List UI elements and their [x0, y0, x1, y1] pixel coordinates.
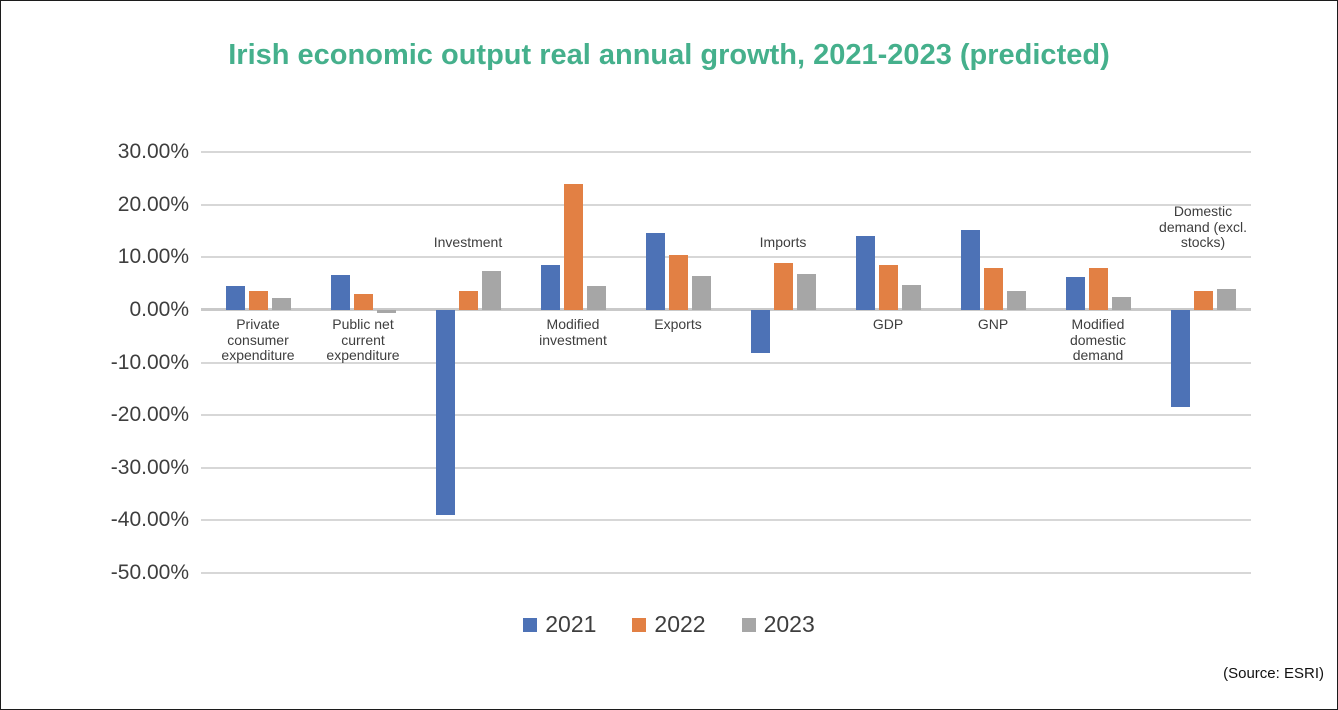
gridline--20.00% [201, 414, 1251, 417]
zero-axis-line [201, 308, 1251, 312]
source-note: (Source: ESRI) [1223, 665, 1324, 682]
gridline-20.00% [201, 203, 1251, 206]
category-label-exports: Exports [654, 315, 702, 332]
bar-2021-exports [645, 233, 665, 310]
legend-item-2021: 2021 [523, 611, 596, 638]
bar-2021-public-net-current-expenditure [330, 275, 350, 310]
bar-2022-modified-domestic-demand [1088, 267, 1108, 310]
bar-2023-private-consumer-expenditure [271, 297, 291, 310]
category-label-investment: Investment [433, 234, 503, 251]
bar-2021-private-consumer-expenditure [225, 285, 245, 310]
category-label-gnp: GNP [977, 315, 1009, 332]
bar-2022-domestic-demand-excl-stocks [1193, 291, 1213, 310]
legend-item-2023: 2023 [741, 611, 815, 638]
bar-2023-domestic-demand-excl-stocks [1216, 288, 1236, 310]
ytick-label--50.00%: -50.00% [110, 561, 189, 584]
bar-2022-gnp [983, 267, 1003, 310]
bar-2021-gnp [960, 229, 980, 310]
category-label-gdp: GDP [872, 315, 904, 332]
legend-swatch-2021 [523, 617, 538, 632]
ytick-label--20.00%: -20.00% [110, 403, 189, 427]
bar-2021-domestic-demand-excl-stocks [1170, 309, 1190, 408]
bar-2021-investment [435, 309, 455, 516]
bar-2021-modified-investment [540, 265, 560, 310]
ytick-label-10.00%: 10.00% [117, 245, 189, 269]
ytick-label--30.00%: -30.00% [110, 455, 189, 479]
category-label-domestic-demand-excl-stocks: Domestic demand (excl. stocks) [1159, 202, 1247, 251]
category-label-modified-domestic-demand: Modified domestic demand [1069, 315, 1127, 364]
bar-2023-gnp [1006, 290, 1026, 310]
bar-2023-public-net-current-expenditure [376, 309, 396, 313]
bar-2021-gdp [855, 235, 875, 310]
bar-2022-private-consumer-expenditure [248, 291, 268, 310]
bar-2021-modified-domestic-demand [1065, 276, 1085, 310]
bar-2023-exports [691, 275, 711, 310]
legend-label-2022: 2022 [654, 611, 706, 637]
bar-2022-imports [773, 262, 793, 310]
legend-swatch-2023 [741, 617, 756, 632]
bar-2022-modified-investment [563, 184, 583, 310]
ytick-label--10.00%: -10.00% [110, 350, 189, 374]
legend: 2021 2022 2023 [1, 611, 1337, 638]
bar-2022-exports [668, 254, 688, 310]
legend-label-2023: 2023 [763, 611, 815, 637]
bar-2023-gdp [901, 284, 921, 310]
ytick-label-20.00%: 20.00% [117, 192, 189, 216]
category-label-private-consumer-expenditure: Private consumer expenditure [221, 315, 295, 364]
legend-item-2022: 2022 [632, 611, 706, 638]
bar-2022-public-net-current-expenditure [353, 294, 373, 310]
gridline--10.00% [201, 361, 1251, 364]
ytick-label-30.00%: 30.00% [117, 140, 189, 163]
ytick-label-0.00%: 0.00% [129, 297, 189, 321]
legend-swatch-2022 [632, 617, 647, 632]
chart-title: Irish economic output real annual growth… [228, 39, 1110, 71]
bar-2022-investment [458, 291, 478, 310]
gridline--30.00% [201, 466, 1251, 469]
gridline--40.00% [201, 519, 1251, 522]
bar-2021-imports [750, 309, 770, 354]
category-label-imports: Imports [759, 234, 807, 251]
gridline-30.00% [201, 151, 1251, 153]
bar-2023-investment [481, 271, 501, 310]
category-label-public-net-current-expenditure: Public net current expenditure [326, 315, 400, 364]
gridline-10.00% [201, 256, 1251, 259]
category-label-modified-investment: Modified investment [539, 315, 607, 348]
bar-2022-gdp [878, 265, 898, 310]
gridline--50.00% [201, 572, 1251, 574]
legend-label-2021: 2021 [545, 611, 597, 637]
bar-2023-modified-investment [586, 285, 606, 310]
bar-2023-modified-domestic-demand [1111, 297, 1131, 310]
bar-2023-imports [796, 274, 816, 310]
ytick-label--40.00%: -40.00% [110, 508, 189, 532]
